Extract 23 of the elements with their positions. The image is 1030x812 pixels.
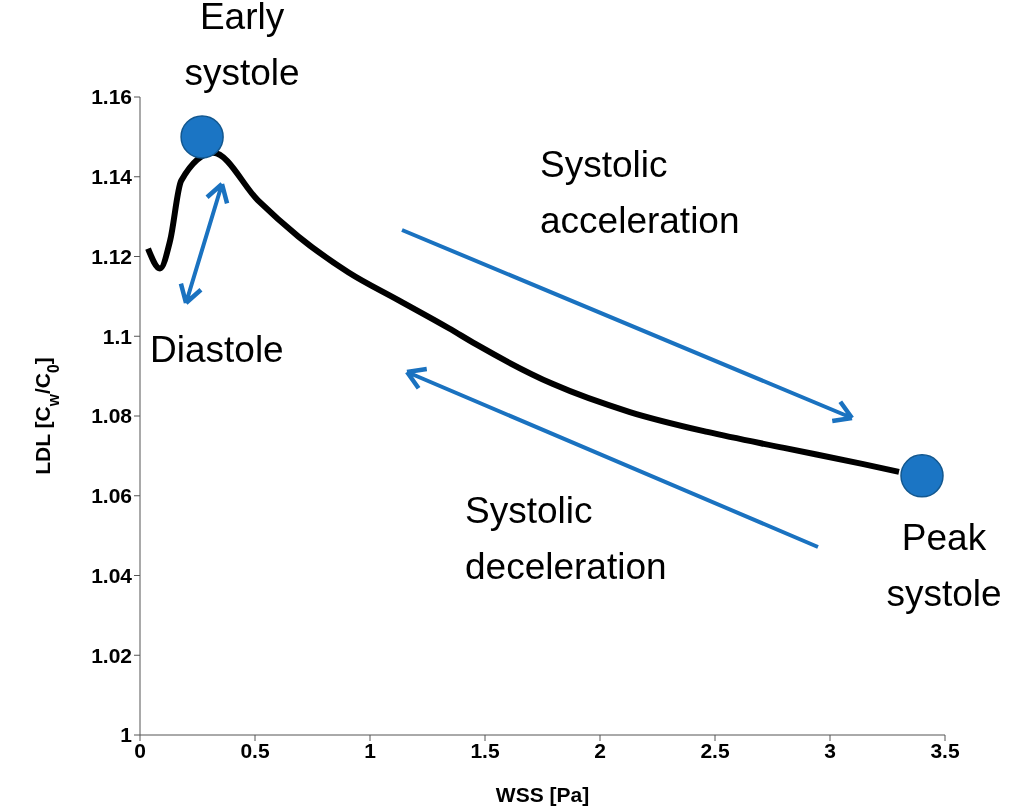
annotation: Systolic acceleration [540, 144, 740, 241]
x-tick-label: 3.5 [930, 738, 960, 762]
y-tick-label: 1.06 [91, 484, 132, 508]
x-tick-label: 2.5 [700, 738, 730, 762]
y-tick-label: 1.04 [91, 563, 133, 587]
x-tick-label: 2 [594, 738, 606, 762]
annotation: Early systole [184, 0, 300, 93]
x-axis-title: WSS [Pa] [495, 783, 590, 806]
x-tick-label: 1 [364, 738, 377, 762]
annotation: Systolic deceleration [465, 490, 667, 587]
y-tick-label: 1.1 [102, 324, 133, 348]
y-tick-label: 1.12 [91, 244, 132, 268]
y-tick-label: 1.16 [91, 85, 132, 109]
x-tick-label: 1.5 [470, 738, 500, 762]
x-tick-label: 0.5 [240, 738, 270, 762]
annotation: Diastole [150, 329, 284, 370]
y-tick-label: 1.14 [91, 165, 133, 189]
y-tick-label: 1.02 [91, 643, 132, 667]
y-tick-label: 1 [120, 723, 133, 747]
y-tick-label: 1.08 [91, 404, 133, 428]
x-tick-label: 3 [824, 738, 836, 762]
annotation: Peak systole [886, 516, 1002, 614]
x-tick-label: 0 [134, 738, 146, 762]
